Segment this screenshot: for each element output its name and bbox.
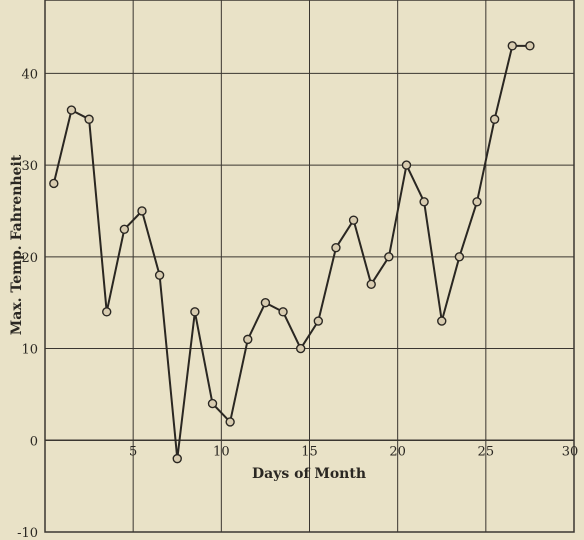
data-point bbox=[366, 279, 376, 290]
data-point bbox=[190, 307, 200, 317]
data-point bbox=[384, 252, 394, 262]
data-point bbox=[243, 334, 253, 345]
x-tick-labels: 5 10 15 20 25 30 bbox=[129, 444, 578, 459]
data-point bbox=[278, 307, 288, 317]
data-point bbox=[66, 105, 77, 115]
data-point bbox=[348, 215, 359, 225]
data-point bbox=[419, 197, 429, 207]
y-tick-label: 40 bbox=[21, 67, 38, 82]
y-tick-label: 10 bbox=[21, 343, 38, 358]
data-point bbox=[207, 398, 218, 409]
data-point bbox=[49, 178, 59, 189]
data-point bbox=[295, 343, 306, 354]
data-point bbox=[437, 316, 447, 326]
x-axis-label: Days of Month bbox=[252, 466, 366, 482]
x-tick-label: 30 bbox=[562, 444, 579, 459]
y-tick-label: 30 bbox=[21, 159, 38, 174]
data-point bbox=[84, 114, 94, 124]
data-point bbox=[472, 197, 482, 207]
y-tick-labels: -10 0 10 20 30 40 bbox=[17, 67, 38, 540]
data-point bbox=[260, 297, 271, 308]
data-point bbox=[454, 252, 465, 262]
data-point bbox=[507, 41, 517, 51]
grid-lines bbox=[45, 0, 574, 532]
data-point bbox=[102, 307, 112, 317]
data-point bbox=[225, 417, 235, 427]
x-tick-label: 5 bbox=[129, 444, 137, 459]
data-point bbox=[401, 160, 412, 170]
x-tick-label: 25 bbox=[478, 444, 495, 459]
data-point bbox=[489, 114, 500, 124]
data-point bbox=[137, 206, 147, 216]
data-point bbox=[525, 41, 535, 51]
data-point bbox=[313, 316, 324, 326]
x-tick-label: 10 bbox=[213, 444, 230, 459]
data-point bbox=[331, 242, 341, 253]
y-tick-label: 20 bbox=[21, 251, 38, 266]
y-axis-label: Max. Temp. Fahrenheit bbox=[9, 154, 25, 335]
x-tick-label: 20 bbox=[389, 444, 406, 459]
data-point bbox=[154, 270, 165, 280]
series-line bbox=[52, 44, 530, 460]
data-points bbox=[49, 41, 535, 464]
data-point bbox=[172, 453, 182, 464]
x-tick-label: 15 bbox=[301, 444, 318, 459]
data-point bbox=[119, 224, 130, 235]
y-tick-label: 0 bbox=[30, 434, 38, 449]
y-tick-label: -10 bbox=[17, 526, 38, 540]
